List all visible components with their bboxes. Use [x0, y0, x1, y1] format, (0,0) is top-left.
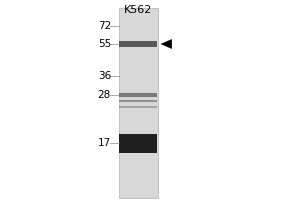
Bar [119, 134, 157, 152]
Bar [118, 8, 158, 198]
Bar [119, 106, 157, 108]
Text: 28: 28 [98, 90, 111, 100]
Text: 36: 36 [98, 71, 111, 81]
Text: 17: 17 [98, 138, 111, 148]
Bar [119, 93, 157, 97]
Bar [119, 42, 157, 46]
Text: 55: 55 [98, 39, 111, 49]
Polygon shape [160, 39, 172, 49]
Text: 72: 72 [98, 21, 111, 31]
Text: K562: K562 [124, 5, 152, 15]
Bar [119, 100, 157, 102]
